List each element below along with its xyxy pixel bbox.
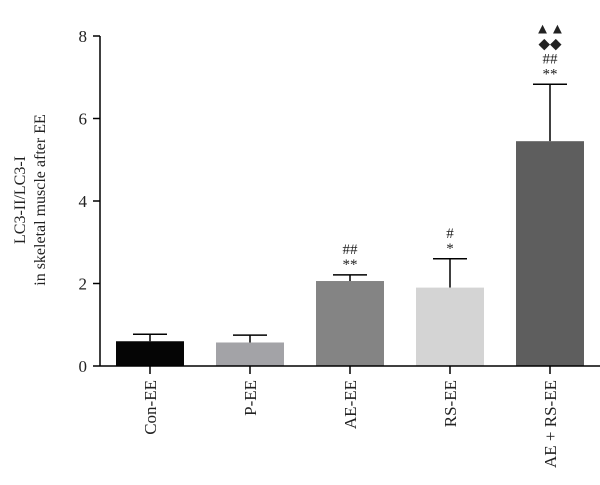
bar-group-1 [216,334,284,366]
y-axis-title: LC3-II/LC3-I in skeletal muscle after EE [12,114,49,285]
y-tick-label-1: 2 [79,275,88,294]
bar-1 [216,342,284,366]
annotation-3-1: # [446,226,454,242]
y-axis-label-line1: LC3-II/LC3-I [12,156,29,244]
y-tick-label-2: 4 [79,192,88,211]
annotation-3-0: * [446,241,454,257]
y-axis: 0 2 4 6 8 [79,27,101,376]
bar-group-0 [116,333,184,366]
y-axis-label-line2: in skeletal muscle after EE [32,114,49,285]
bar-0 [116,341,184,366]
x-tick-label-0: Con-EE [141,380,160,435]
x-axis: Con-EE P-EE AE-EE RS-EE AE + RS-EE [100,365,600,468]
annotation-4-3: ▲▲ [535,21,565,37]
x-tick-label-3: RS-EE [441,380,460,427]
bar-group-3: *# [416,226,484,366]
bar-2 [316,281,384,366]
bar-group-4: **##◆◆▲▲ [516,21,584,366]
annotation-2-1: ## [343,242,359,258]
annotation-2-0: ** [343,257,358,273]
bar-4 [516,141,584,366]
bars: **## *#**##◆◆▲▲ [116,21,584,366]
bar-group-2: **## [316,242,384,366]
y-tick-label-3: 6 [79,110,88,129]
annotation-4-1: ## [543,51,559,67]
bar-3 [416,287,484,366]
y-tick-label-4: 8 [79,27,88,46]
x-tick-label-1: P-EE [241,380,260,416]
annotation-4-0: ** [543,66,558,82]
x-tick-label-4: AE + RS-EE [541,380,560,468]
annotation-4-2: ◆◆ [538,36,562,52]
y-tick-label-0: 0 [79,357,88,376]
x-tick-label-2: AE-EE [341,380,360,429]
